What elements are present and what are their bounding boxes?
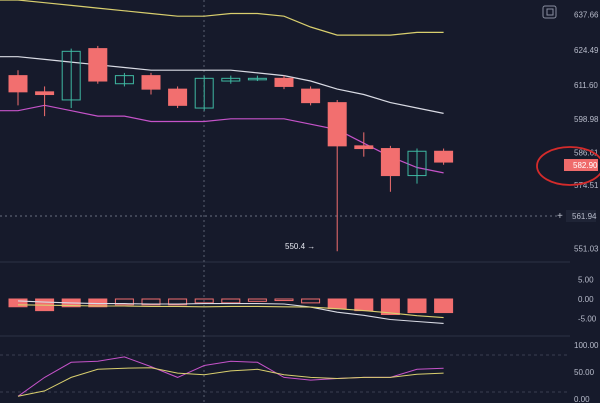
highlight-circle [536,146,600,186]
bollinger-lower-line [0,104,444,174]
macd-histogram-bar [168,298,188,306]
candle-body [61,50,81,101]
last-price-badge: 582.90 [536,146,600,186]
stoch-axis-tick-label: 50.00 [574,368,595,377]
candle-body [141,75,161,90]
macd-histogram-bar [247,298,267,302]
macd-histogram-bar [434,298,454,314]
price-axis-tick-label: 551.03 [574,244,599,253]
crosshair-price-tag: + 561.94 [557,210,597,222]
candle-body [380,148,400,177]
price-axis-tick-label: 611.60 [574,81,598,90]
macd-signal-line [17,304,444,319]
plus-icon: + [557,211,563,222]
price-axis[interactable]: 637.66 624.49 611.60 598.98 586.61 574.51 551.… [574,10,599,403]
candle-body [88,48,108,82]
macd-axis-tick-label: 5.00 [578,276,594,285]
candle-body [274,77,294,87]
bollinger-upper-line [0,0,444,36]
price-axis-tick-label: 624.49 [574,46,599,55]
candle-body [247,77,267,81]
candle-body [114,75,134,85]
macd-histogram-bar [407,298,427,314]
macd-histogram-bar [327,298,347,310]
stoch-axis-tick-label: 0.00 [574,395,590,403]
candle-body [301,88,321,104]
grid [0,0,570,403]
last-price-label: 582.90 [573,161,598,170]
crosshair-price-box [566,210,596,222]
price-axis-tick-label: 637.66 [574,10,599,19]
macd-histogram-bar [8,298,28,308]
candle-body [194,77,214,109]
price-axis-tick-label: 586.61 [574,148,599,157]
macd-histogram-bar [301,298,321,304]
stoch-axis-tick-label: 100.00 [574,341,599,350]
macd-line [17,300,444,324]
macd-axis-tick-label: 0.00 [578,295,594,304]
macd-histogram-bar [274,298,294,302]
candle-body [354,145,374,150]
candle-body [35,91,55,96]
bollinger-bands [0,0,444,174]
price-axis-tick-label: 574.51 [574,181,599,190]
candles [8,45,454,252]
candle-body [434,150,454,163]
macd-axis-tick-label: -5.00 [578,314,597,323]
candle-body [8,75,28,93]
price-axis-tick-label: 598.98 [574,115,599,124]
macd-pane [8,298,454,324]
stochastic-pane [17,356,444,397]
stoch-d-line [17,367,444,397]
macd-histogram-bar [114,298,134,306]
crosshair-price-label: 561.94 [572,212,597,221]
macd-histogram-bar [221,298,241,304]
low-annotation: 550.4 → [285,242,315,251]
macd-histogram-bar [141,298,161,306]
macd-histogram-bar [354,298,374,312]
candle-body [168,88,188,106]
candle-body [327,102,347,147]
last-price-box [564,159,598,171]
screenshot-icon[interactable] [542,5,557,19]
macd-histogram-bar [194,298,214,304]
candle-body [221,77,241,82]
bollinger-middle-line [0,56,444,114]
macd-histogram-bar [380,298,400,315]
stoch-k-line [17,356,444,397]
candle-body [407,150,427,177]
